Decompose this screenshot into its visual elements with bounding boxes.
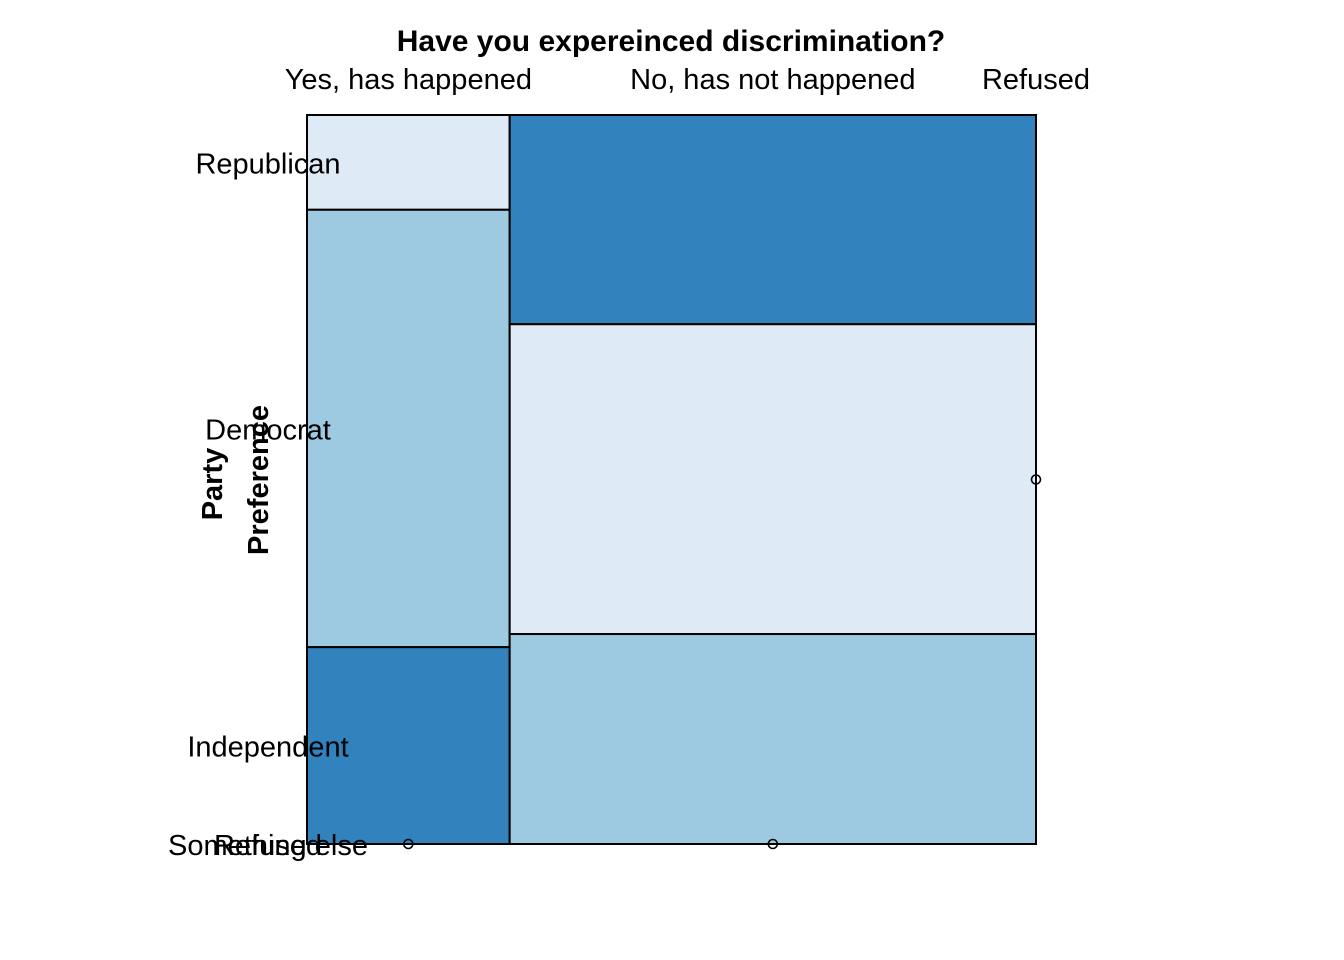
row-label-independent: Independent [187,732,348,764]
column-label-refused: Refused [982,64,1090,96]
tile-no-has-not-happened-independent [508,633,1037,845]
tile-no-has-not-happened-democrat [508,323,1037,636]
tile-yes-has-happened-republican [306,114,511,211]
tile-yes-has-happened-independent [306,646,511,845]
chart-title: Have you expereinced discrimination? [397,25,946,58]
row-label-democrat: Democrat [205,414,331,446]
row-label-republican: Republican [195,148,340,180]
y-axis-label-line-2: Preference [243,405,275,555]
tile-yes-has-happened-democrat [306,208,511,649]
column-labels: Yes, has happened No, has not happened Ref… [285,64,1090,96]
y-axis-label-line-1: Party [197,448,229,521]
row-label-something-else: Something else [168,830,368,862]
zero-marker-yes-has-happened [403,838,414,850]
row-label-refused: Refused [214,830,322,862]
column-label-no-has-not-happened: No, has not happened [630,64,915,96]
tile-no-has-not-happened-republican [508,114,1037,326]
zero-marker-no-has-not-happened [767,838,779,850]
zero-cell-markers [403,474,1042,850]
column-label-yes-has-happened: Yes, has happened [285,64,532,96]
y-axis-label: Party Preference [197,405,275,555]
mosaic-cells [306,114,1037,845]
row-labels: Republican Democrat Independent Something e… [168,148,368,862]
zero-marker-refused [1030,474,1042,485]
